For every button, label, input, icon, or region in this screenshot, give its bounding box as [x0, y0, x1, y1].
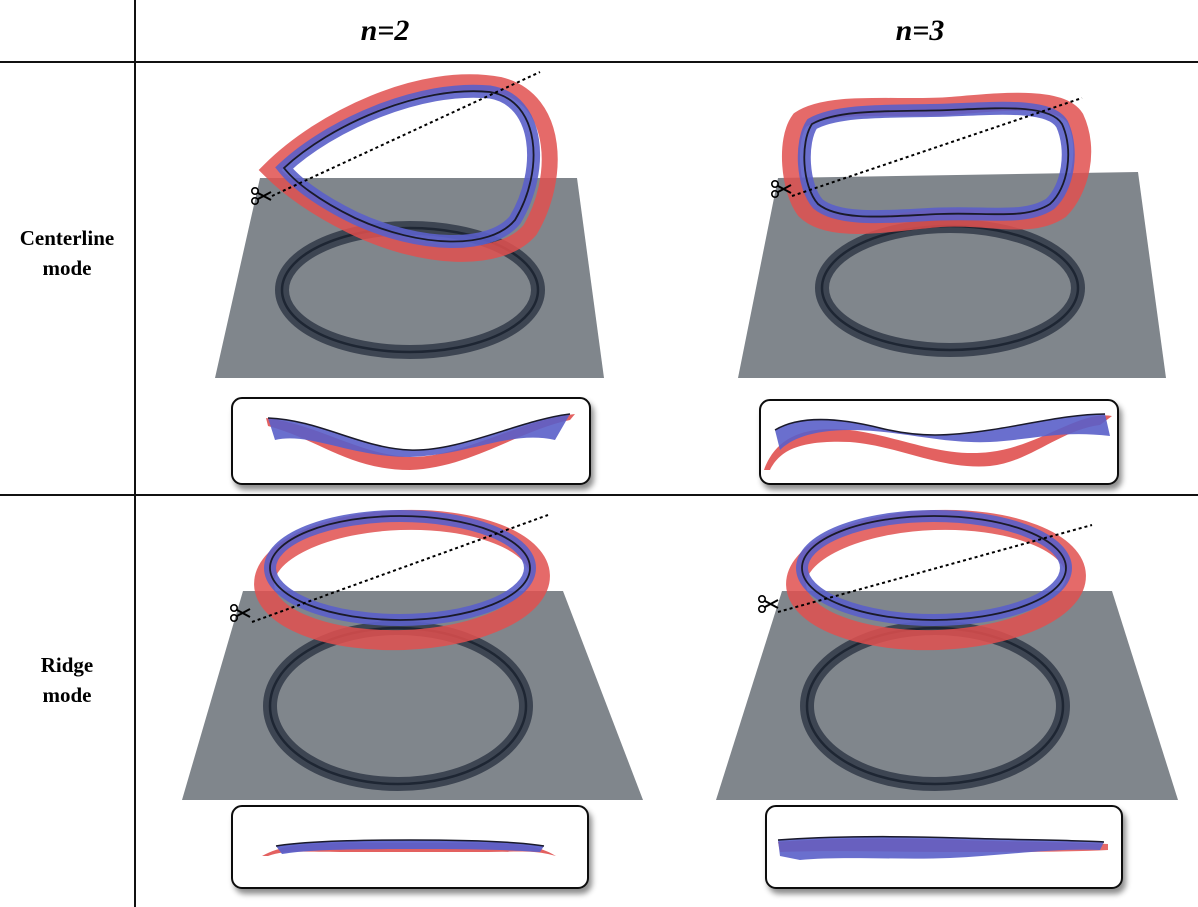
unfolded-strip-blue — [775, 414, 1110, 450]
unfolded-strip-blue — [268, 414, 570, 457]
unfolded-strip-red — [764, 415, 1112, 470]
unfolded-strip-red — [266, 414, 575, 470]
unfolded-strip-blue — [778, 836, 1104, 860]
projected-ring-centerline — [268, 626, 528, 786]
unfolded-strip-blue — [276, 840, 544, 854]
panel-ridge-n3 — [716, 509, 1178, 889]
row-divider — [0, 494, 1198, 496]
deformed-ring-outline — [801, 515, 1067, 621]
cut-line — [777, 524, 1093, 613]
row-label-ridge-line2: mode — [42, 683, 92, 707]
header-divider — [0, 61, 1198, 63]
column-header-n3: n=3 — [895, 14, 945, 47]
panel-ridge-n2 — [182, 509, 643, 889]
unfolded-strip-edge — [774, 413, 1106, 436]
row-label-ridge-line1: Ridge — [40, 653, 94, 677]
scissors-icon — [757, 594, 779, 614]
row-label-centerline-line2: mode — [42, 256, 92, 280]
deformed-ring-outline — [803, 107, 1070, 218]
row-label-ridge: Ridge mode — [0, 650, 134, 710]
table-vertical-divider — [134, 0, 136, 907]
deformed-ring-red — [258, 74, 558, 262]
panel-centerline-n2 — [215, 71, 604, 485]
panel-centerline-n3 — [738, 92, 1166, 485]
row-label-centerline: Centerline mode — [0, 223, 134, 283]
unfolded-strip-edge — [267, 413, 571, 451]
projected-ring-centerline — [805, 626, 1065, 786]
unfolded-inset-frame — [231, 397, 591, 485]
projected-ring-centerline — [280, 226, 540, 354]
cut-line — [251, 514, 549, 623]
unfolded-inset-frame — [759, 399, 1119, 485]
unfolded-strip-edge — [777, 835, 1105, 843]
row-label-centerline-line1: Centerline — [19, 226, 115, 250]
cut-line — [271, 71, 541, 197]
deformed-ring-outline — [282, 90, 535, 243]
column-header-n2: n=2 — [360, 14, 410, 47]
unfolded-strip-edge — [275, 839, 545, 847]
deformed-ring-outline — [269, 515, 531, 621]
